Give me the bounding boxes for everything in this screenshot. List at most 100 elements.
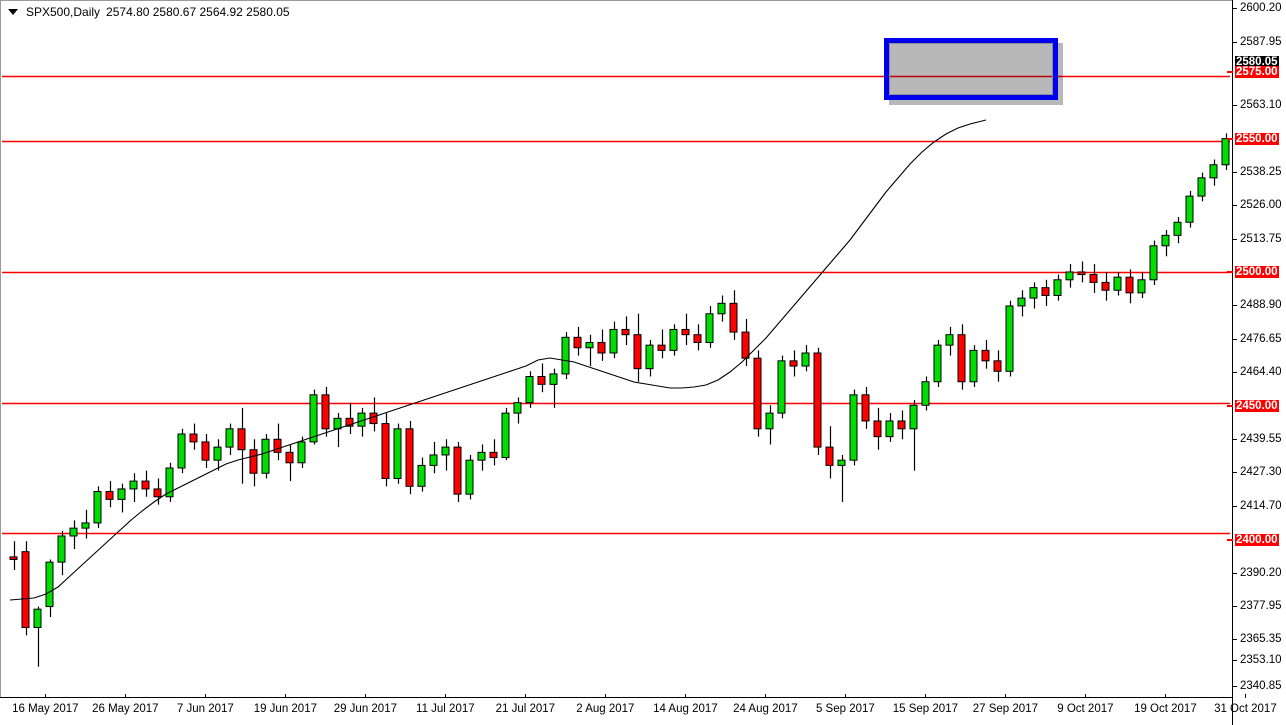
candle-bear[interactable] [1077,271,1086,276]
candle-bull[interactable] [1149,245,1158,281]
candle-bull[interactable] [513,402,522,414]
candle-bear[interactable] [657,344,666,351]
candle-bear[interactable] [729,302,738,333]
price-level-label[interactable]: 2550.00 [1235,133,1279,145]
candle-bull[interactable] [1221,138,1230,166]
candle-bull[interactable] [561,336,570,375]
candle-bull[interactable] [837,459,846,466]
candle-bear[interactable] [9,556,18,561]
candle-bull[interactable] [429,454,438,466]
moving-average-line[interactable] [9,119,987,601]
candle-bear[interactable] [105,491,114,500]
candle-bear[interactable] [1101,281,1110,291]
candle-bull[interactable] [885,420,894,438]
candle-bull[interactable] [129,480,138,490]
candle-bull[interactable] [501,412,510,459]
candle-bear[interactable] [573,336,582,349]
candle-bear[interactable] [981,349,990,362]
candle-bull[interactable] [1161,234,1170,247]
candle-bull[interactable] [1029,287,1038,299]
price-plot[interactable] [2,2,1230,696]
candle-bear[interactable] [753,357,762,430]
candle-bull[interactable] [117,488,126,500]
candle-bull[interactable] [945,334,954,346]
candle-bear[interactable] [633,334,642,370]
candle-bull[interactable] [801,352,810,367]
candle-bull[interactable] [1173,221,1182,236]
candle-bear[interactable] [861,394,870,422]
candle-bear[interactable] [189,433,198,443]
price-level-label[interactable]: 2400.00 [1235,534,1279,546]
candle-bull[interactable] [225,428,234,448]
candle-bear[interactable] [957,334,966,383]
candle-bull[interactable] [669,328,678,351]
candle-bull[interactable] [921,381,930,406]
candle-bull[interactable] [933,344,942,383]
candle-bear[interactable] [789,360,798,367]
candle-bear[interactable] [345,417,354,427]
highlight-rectangle[interactable] [884,38,1058,100]
candle-bear[interactable] [741,331,750,359]
candle-bull[interactable] [165,467,174,498]
candle-bull[interactable] [609,328,618,354]
candle-bull[interactable] [69,527,78,537]
candle-bear[interactable] [453,446,462,495]
candle-bear[interactable] [21,551,30,628]
candle-bull[interactable] [45,561,54,608]
candle-bear[interactable] [873,420,882,438]
candle-bear[interactable] [693,334,702,344]
candle-bear[interactable] [825,446,834,466]
candle-bull[interactable] [705,313,714,344]
candle-bear[interactable] [813,352,822,448]
candle-bull[interactable] [1017,297,1026,307]
price-level-label[interactable]: 2575.00 [1235,66,1279,78]
candle-bull[interactable] [261,438,270,474]
candle-bull[interactable] [297,441,306,464]
candle-bear[interactable] [285,451,294,464]
candle-bull[interactable] [717,302,726,315]
candle-bear[interactable] [897,420,906,430]
candle-bull[interactable] [849,394,858,461]
candle-bull[interactable] [93,491,102,524]
candle-bull[interactable] [81,522,90,529]
candle-bear[interactable] [405,428,414,487]
price-scale[interactable]: 2600.20 2587.95 2580.05 2575.00 2563.10 2550.… [1227,0,1286,725]
candle-bear[interactable] [201,441,210,461]
candle-bear[interactable] [141,480,150,490]
candle-bull[interactable] [477,451,486,461]
candle-bull[interactable] [1185,195,1194,223]
candle-bear[interactable] [249,449,258,474]
candle-bear[interactable] [993,360,1002,372]
price-level-label[interactable]: 2500.00 [1235,266,1279,278]
candle-bull[interactable] [909,404,918,430]
candle-bull[interactable] [1065,271,1074,281]
candle-bull[interactable] [525,376,534,404]
candle-bull[interactable] [33,608,42,628]
candle-bear[interactable] [1125,276,1134,294]
candle-bull[interactable] [765,412,774,430]
candle-bull[interactable] [393,428,402,479]
candle-bull[interactable] [645,344,654,370]
candle-bear[interactable] [621,328,630,336]
candle-bull[interactable] [177,433,186,469]
candle-bull[interactable] [417,464,426,487]
candle-bull[interactable] [549,373,558,385]
triangle-down-icon[interactable] [8,9,18,15]
candle-bull[interactable] [1209,164,1218,179]
candle-bear[interactable] [681,328,690,336]
candle-bull[interactable] [57,535,66,563]
candle-bull[interactable] [333,417,342,430]
candle-bear[interactable] [153,488,162,498]
candle-bull[interactable] [309,394,318,443]
candle-bull[interactable] [1113,276,1122,291]
candle-bear[interactable] [489,451,498,459]
time-scale[interactable]: 16 May 2017 26 May 2017 7 Jun 2017 19 Jun 2… [0,694,1277,725]
candle-bear[interactable] [321,394,330,430]
candle-bull[interactable] [1053,279,1062,296]
candle-bull[interactable] [1197,177,1206,197]
candle-bear[interactable] [537,376,546,385]
candle-bear[interactable] [237,428,246,451]
candle-bull[interactable] [213,446,222,461]
candle-bear[interactable] [273,438,282,453]
candle-bear[interactable] [369,412,378,425]
